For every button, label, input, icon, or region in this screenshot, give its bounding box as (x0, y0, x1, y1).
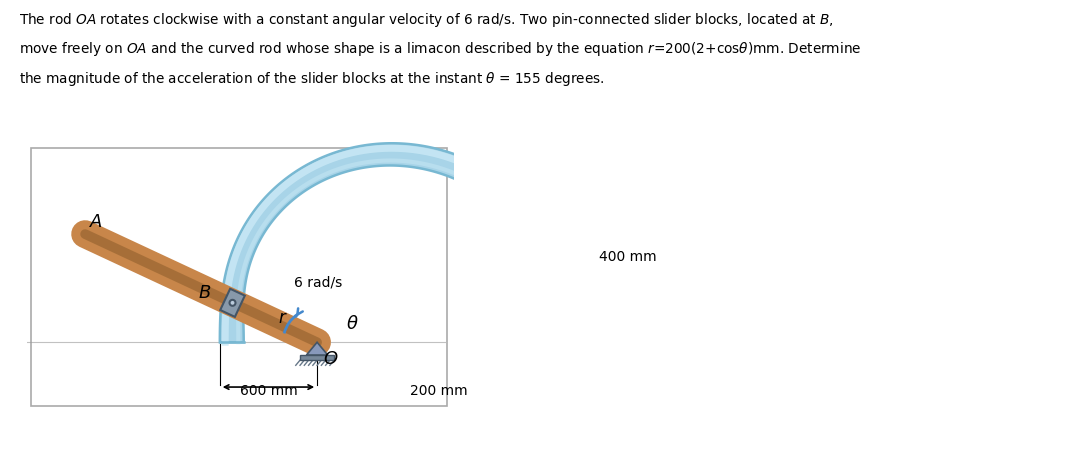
Text: A: A (91, 213, 103, 231)
Text: The rod $OA$ rotates clockwise with a constant angular velocity of 6 rad/s. Two : The rod $OA$ rotates clockwise with a co… (19, 11, 834, 29)
Text: r: r (279, 309, 285, 327)
Polygon shape (220, 143, 585, 342)
Text: θ: θ (347, 316, 357, 334)
Text: 200 mm: 200 mm (410, 384, 468, 398)
Text: B: B (199, 284, 211, 302)
Text: the magnitude of the acceleration of the slider blocks at the instant $\theta$ =: the magnitude of the acceleration of the… (19, 70, 605, 88)
Text: move freely on $OA$ and the curved rod whose shape is a limacon described by the: move freely on $OA$ and the curved rod w… (19, 40, 862, 58)
Text: O: O (324, 350, 338, 369)
Polygon shape (307, 342, 327, 355)
Text: 600 mm: 600 mm (240, 384, 297, 398)
FancyBboxPatch shape (31, 148, 447, 406)
Bar (300, 355, 334, 360)
Bar (220, 289, 245, 317)
Circle shape (230, 300, 235, 306)
Text: 400 mm: 400 mm (598, 250, 657, 264)
Text: 6 rad/s: 6 rad/s (294, 276, 342, 290)
